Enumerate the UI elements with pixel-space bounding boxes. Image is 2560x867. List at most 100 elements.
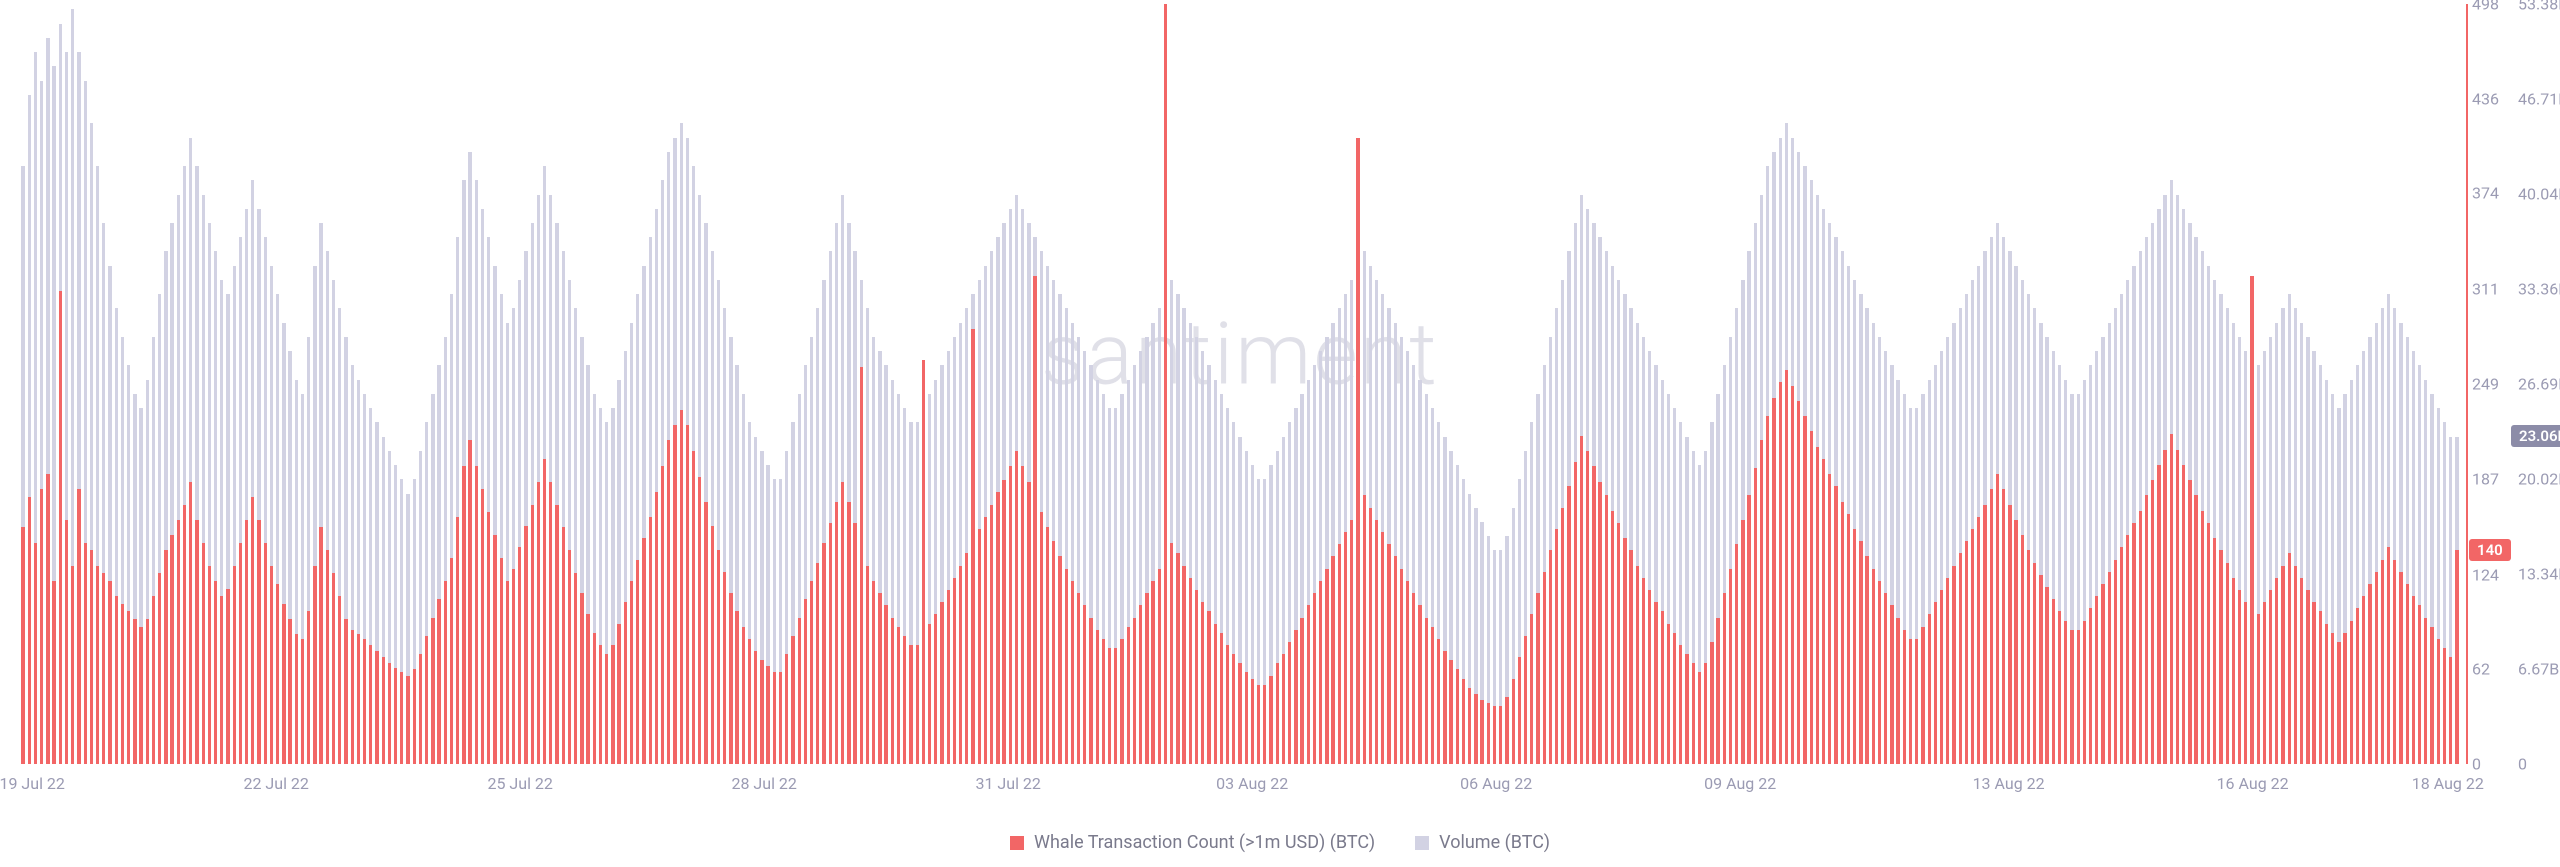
bar — [431, 618, 434, 765]
bar — [1772, 398, 1775, 764]
bar — [46, 474, 49, 764]
bar — [1269, 676, 1272, 765]
bar — [1592, 466, 1595, 764]
left-y-tick-label: 124 — [2472, 565, 2499, 584]
bar — [1437, 639, 1440, 764]
bar — [928, 624, 931, 764]
bar — [729, 593, 732, 764]
bar — [456, 517, 459, 764]
bar — [1325, 569, 1328, 764]
right-y-tick-label: 40.04B — [2518, 185, 2560, 204]
bar — [2039, 575, 2042, 764]
bar — [307, 611, 310, 764]
bar — [450, 558, 453, 764]
left-y-tick-label: 249 — [2472, 375, 2499, 394]
right-y-tick-label: 20.02B — [2518, 470, 2560, 489]
bar — [1828, 474, 1831, 764]
bar — [1002, 480, 1005, 764]
bar — [214, 581, 217, 764]
bar — [2201, 511, 2204, 764]
bar — [1716, 618, 1719, 765]
bar — [1760, 440, 1763, 764]
plot-area[interactable] — [20, 4, 2460, 764]
bar — [1605, 495, 1608, 764]
bar — [1928, 614, 1931, 764]
bar — [406, 676, 409, 765]
bar — [903, 636, 906, 764]
left-y-tick-label: 0 — [2472, 755, 2481, 774]
bar — [1847, 514, 1850, 764]
legend-swatch — [1415, 836, 1429, 850]
bar — [829, 523, 832, 764]
bar — [2207, 523, 2210, 764]
bar — [500, 558, 503, 764]
bar — [2033, 563, 2036, 764]
bar — [940, 602, 943, 764]
whale-current-value-badge: 140 — [2469, 539, 2511, 561]
bar — [735, 611, 738, 764]
bar — [2126, 535, 2129, 764]
bar — [549, 482, 552, 764]
right-y-tick-label: 26.69B — [2518, 375, 2560, 394]
bar — [1530, 614, 1533, 764]
bar — [301, 639, 304, 764]
bar — [202, 543, 205, 764]
bar — [2306, 590, 2309, 764]
bar — [1574, 462, 1577, 764]
x-tick-label: 09 Aug 22 — [1704, 774, 1776, 793]
legend-label: Volume (BTC) — [1439, 832, 1550, 853]
bar — [1369, 508, 1372, 764]
bar — [1226, 645, 1229, 764]
bar — [1170, 543, 1173, 764]
bar — [1338, 544, 1341, 764]
bar — [916, 645, 919, 764]
bar — [2058, 611, 2061, 764]
bar — [2163, 450, 2166, 764]
bar — [866, 566, 869, 764]
bar — [965, 553, 968, 764]
bar — [1890, 605, 1893, 764]
bar — [1896, 618, 1899, 765]
bar — [1667, 624, 1670, 764]
bar — [115, 596, 118, 764]
bar — [468, 440, 471, 764]
left-y-tick-label: 498 — [2472, 0, 2499, 14]
bar — [2275, 578, 2278, 764]
bar — [1245, 672, 1248, 764]
right-y-tick-label: 53.38B — [2518, 0, 2560, 14]
bar — [1909, 639, 1912, 764]
bar — [1300, 618, 1303, 765]
bar — [1158, 569, 1161, 764]
bar — [2343, 633, 2346, 764]
bar — [1065, 569, 1068, 764]
bar — [2331, 633, 2334, 764]
bar — [1586, 451, 1589, 764]
bar — [1729, 569, 1732, 764]
bar — [1443, 651, 1446, 764]
bar — [332, 573, 335, 764]
bar — [673, 425, 676, 764]
legend-item[interactable]: Volume (BTC) — [1415, 832, 1550, 853]
bar — [183, 505, 186, 764]
bar — [1400, 569, 1403, 764]
bar — [568, 550, 571, 764]
legend-item[interactable]: Whale Transaction Count (>1m USD) (BTC) — [1010, 832, 1375, 853]
bar — [704, 502, 707, 764]
bar — [1996, 474, 1999, 764]
bar — [1779, 382, 1782, 764]
bar — [1567, 486, 1570, 764]
bar — [127, 611, 130, 764]
bar — [2139, 511, 2142, 764]
bar — [2213, 538, 2216, 764]
bar — [2381, 560, 2384, 764]
bar — [2157, 465, 2160, 764]
bar — [226, 589, 229, 765]
chart-container: 498436374311249187124620 53.38B46.71B40.… — [0, 0, 2560, 867]
bar — [1915, 639, 1918, 764]
bar — [959, 566, 962, 764]
bar — [1940, 590, 1943, 764]
bar — [2114, 560, 2117, 764]
bar — [425, 636, 428, 764]
bar — [1232, 654, 1235, 764]
bar — [1797, 401, 1800, 764]
